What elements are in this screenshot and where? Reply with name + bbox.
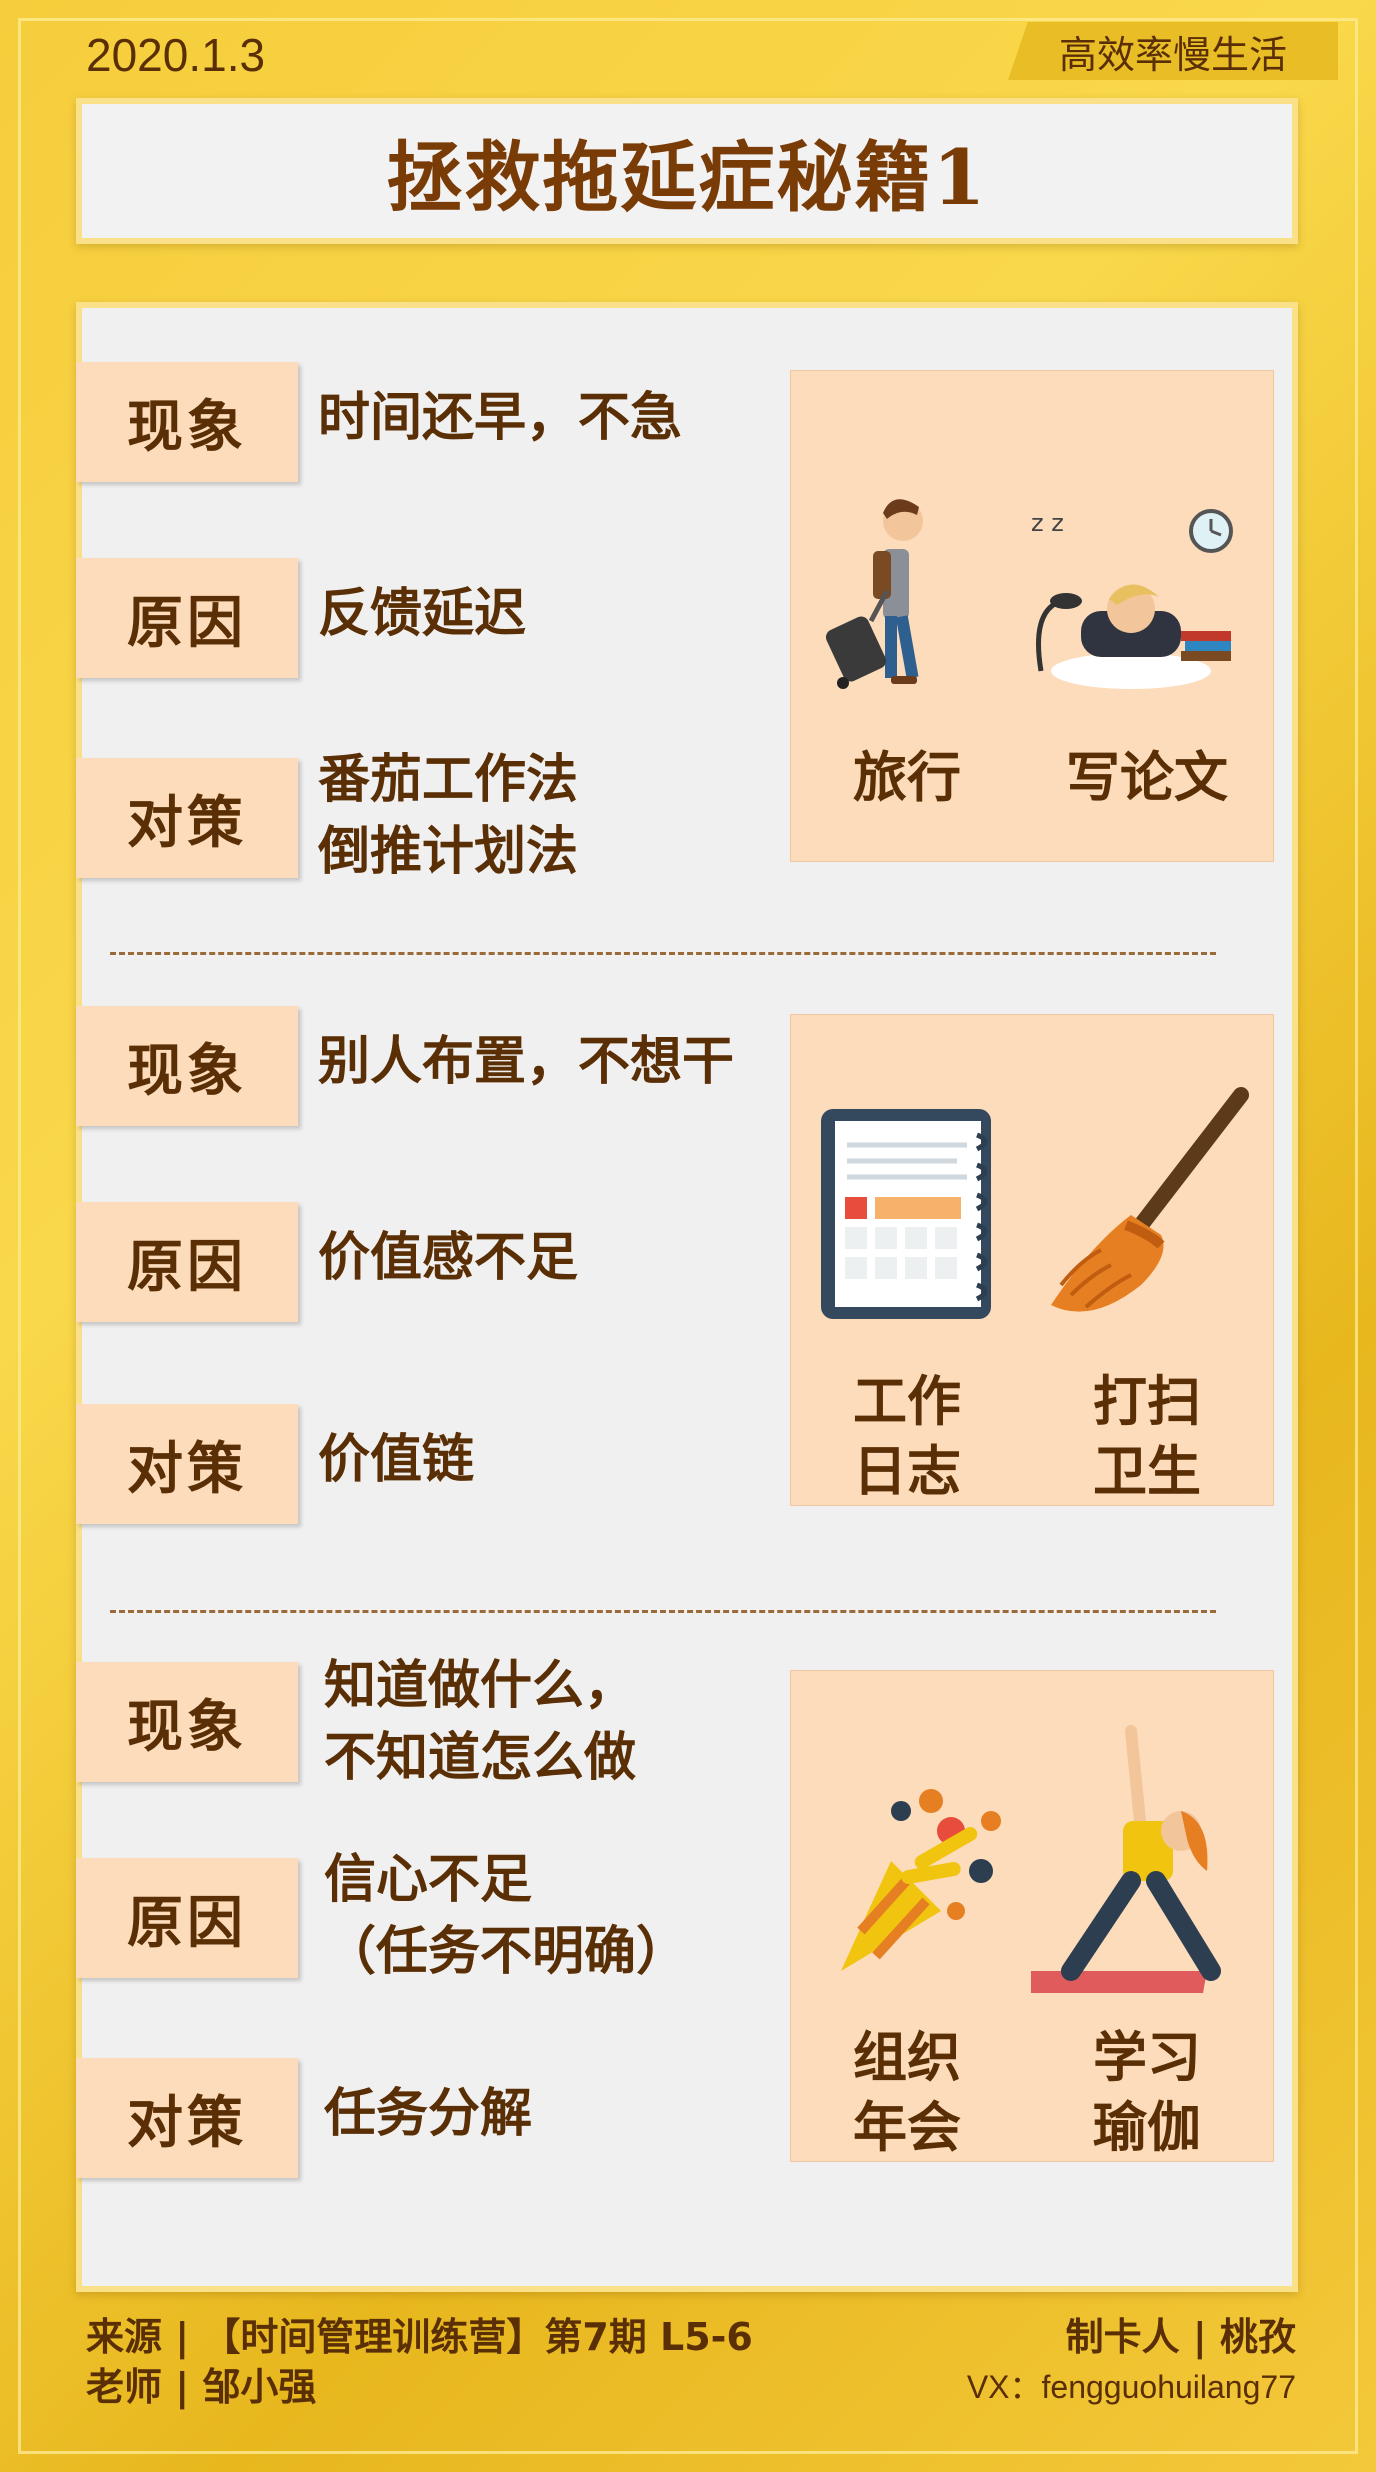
sleeping-student-icon: z z <box>1031 509 1233 689</box>
notebook-icon <box>821 1109 991 1319</box>
phenomenon-text-1: 时间还早，不急 <box>318 382 682 454</box>
source-line: 来源 | 【时间管理训练营】第7期 L5-6 <box>86 2315 753 2359</box>
teacher-line: 老师 | 邹小强 <box>86 2365 317 2409</box>
illustration-box-3: 组织 年会 学习 瑜伽 <box>790 1670 1274 2162</box>
caption-annual-meeting: 组织 年会 <box>817 2023 997 2163</box>
solution-label-2: 对策 <box>76 1404 298 1524</box>
cause-text-3: 信心不足 （任务不明确） <box>324 1844 688 1988</box>
caption-annual-meeting-line-1: 组织 <box>853 2026 961 2089</box>
solution-text-2: 价值链 <box>318 1424 474 1496</box>
caption-paper-line-1: 写论文 <box>1066 746 1228 809</box>
phenomenon-3-line-2: 不知道怎么做 <box>324 1728 637 1788</box>
cause-3-line-1: 信心不足 <box>324 1850 533 1910</box>
cause-3-line-2: （任务不明确） <box>324 1922 689 1982</box>
caption-travel: 旅行 <box>817 743 997 813</box>
yoga-woman-icon <box>1031 1725 1221 1993</box>
phenomenon-label-1: 现象 <box>76 362 298 482</box>
section-divider-1 <box>110 952 1216 955</box>
phenomenon-text-2: 别人布置，不想干 <box>318 1026 734 1098</box>
solution-label-3: 对策 <box>76 2058 298 2178</box>
cause-label-3: 原因 <box>76 1858 298 1978</box>
title-banner: 拯救拖延症秘籍1 <box>76 98 1298 244</box>
section-divider-2 <box>110 1610 1216 1613</box>
caption-paper: 写论文 <box>1057 743 1237 813</box>
solution-text-3: 任务分解 <box>324 2078 532 2150</box>
caption-travel-line-1: 旅行 <box>853 746 961 809</box>
solution-2-line-1: 价值链 <box>318 1430 475 1490</box>
maker-line: 制卡人 | 桃孜 <box>1065 2315 1296 2359</box>
phenomenon-1-line-1: 时间还早，不急 <box>318 388 683 448</box>
phenomenon-3-line-1: 知道做什么， <box>324 1656 637 1716</box>
phenomenon-text-3: 知道做什么， 不知道怎么做 <box>324 1650 636 1794</box>
page-title: 拯救拖延症秘籍1 <box>386 133 988 222</box>
cause-text-2: 价值感不足 <box>318 1222 578 1294</box>
caption-yoga-line-2: 瑜伽 <box>1093 2096 1201 2159</box>
broom-icon <box>1051 1087 1249 1312</box>
brand-tag: 高效率慢生活 <box>1008 22 1338 80</box>
caption-worklog-line-1: 工作 <box>853 1370 961 1433</box>
cause-text-1: 反馈延迟 <box>318 578 526 650</box>
caption-worklog: 工作 日志 <box>817 1367 997 1507</box>
caption-yoga: 学习 瑜伽 <box>1057 2023 1237 2163</box>
svg-text:z z: z z <box>1031 509 1064 537</box>
traveler-icon <box>825 499 923 689</box>
solution-3-line-1: 任务分解 <box>324 2084 533 2144</box>
caption-cleaning: 打扫 卫生 <box>1057 1367 1237 1507</box>
cause-label-2: 原因 <box>76 1202 298 1322</box>
illustration-box-1: z z 旅行 写论文 <box>790 370 1274 862</box>
caption-cleaning-line-2: 卫生 <box>1093 1440 1201 1503</box>
caption-yoga-line-1: 学习 <box>1093 2026 1201 2089</box>
cause-2-line-1: 价值感不足 <box>318 1228 579 1288</box>
cause-1-line-1: 反馈延迟 <box>318 584 527 644</box>
vx-line: VX：fengguohuilang77 <box>966 2369 1296 2405</box>
date: 2020.1.3 <box>86 29 266 81</box>
solution-text-1: 番茄工作法 倒推计划法 <box>318 744 578 888</box>
caption-cleaning-line-1: 打扫 <box>1093 1370 1201 1433</box>
solution-label-1: 对策 <box>76 758 298 878</box>
phenomenon-label-3: 现象 <box>76 1662 298 1782</box>
illustration-box-2: 工作 日志 打扫 卫生 <box>790 1014 1274 1506</box>
solution-1-line-1: 番茄工作法 <box>318 750 579 810</box>
phenomenon-2-line-1: 别人布置，不想干 <box>318 1032 735 1092</box>
cause-label-1: 原因 <box>76 558 298 678</box>
solution-1-line-2: 倒推计划法 <box>318 822 579 882</box>
party-popper-icon <box>841 1789 1001 1971</box>
caption-worklog-line-2: 日志 <box>853 1440 961 1503</box>
caption-annual-meeting-line-2: 年会 <box>853 2096 961 2159</box>
phenomenon-label-2: 现象 <box>76 1006 298 1126</box>
